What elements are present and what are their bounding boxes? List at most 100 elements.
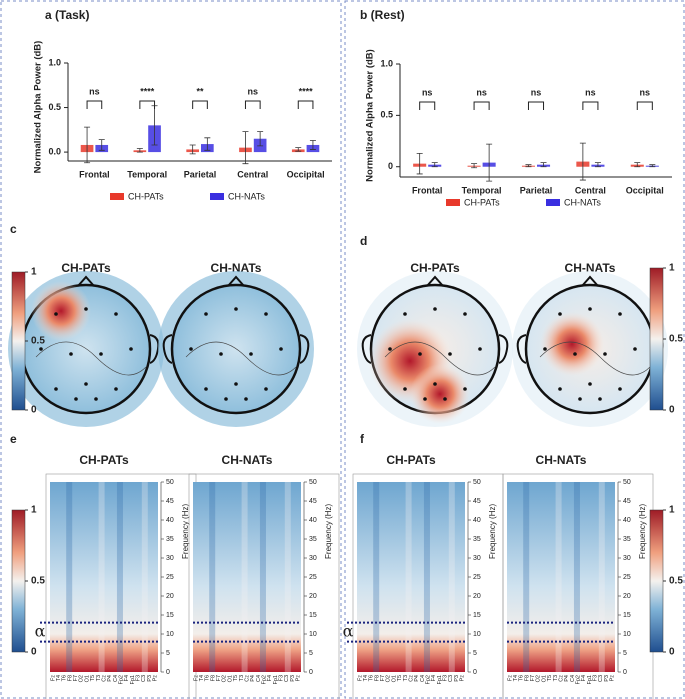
channel-label: Fp1 <box>437 675 443 684</box>
channel-label: T4 <box>513 675 519 681</box>
channel-label: F4 <box>581 675 587 681</box>
channel-label: T5 <box>90 675 96 681</box>
topomap-contour <box>539 341 651 376</box>
x-tick-label: Central <box>575 185 606 195</box>
channel-label: Fp2 <box>576 675 582 684</box>
electrode <box>403 312 407 316</box>
colorbar <box>649 267 664 411</box>
y-tick-label: 20 <box>623 593 631 600</box>
legend-label: CH-PATs <box>128 191 164 201</box>
y-tick-label: 15 <box>473 612 481 619</box>
band-label: α <box>343 622 354 641</box>
spectrogram-stripe <box>423 482 430 672</box>
electrode <box>74 397 78 401</box>
y-tick-label: 45 <box>623 498 631 505</box>
significance-label: **** <box>140 86 155 96</box>
channel-label: Pz <box>153 675 159 682</box>
channel-label: T4 <box>199 675 205 681</box>
channel-label: T6 <box>519 675 525 681</box>
spectrogram-stripe <box>573 482 580 672</box>
spectrogram-stripe <box>209 482 216 672</box>
topomap-contour <box>35 341 147 376</box>
significance-label: ** <box>196 86 204 96</box>
y-tick-label: 45 <box>473 498 481 505</box>
spectrogram-image <box>357 482 465 672</box>
channel-label: C4 <box>420 675 426 682</box>
x-tick-label: Temporal <box>127 169 167 179</box>
y-tick-label: 0 <box>623 669 627 676</box>
error-bar <box>471 163 478 169</box>
legend-swatch <box>546 199 560 206</box>
panel-label: a (Task) <box>45 8 89 22</box>
y-tick-label: 0.5 <box>48 102 61 112</box>
electrode <box>558 387 562 391</box>
channel-label: Fp2 <box>426 675 432 684</box>
topomap-nose <box>77 275 95 287</box>
x-tick-label: Occipital <box>287 169 325 179</box>
topomap-nose <box>581 275 599 287</box>
electrode <box>249 352 253 356</box>
channel-label: P3 <box>454 675 460 682</box>
y-tick-label: 0 <box>166 669 170 676</box>
panel-label: c <box>10 222 17 236</box>
y-axis-label: Frequency (Hz) <box>638 504 647 559</box>
spectrogram-stripe <box>116 482 123 672</box>
channel-label: Fz <box>50 675 56 681</box>
electrode <box>224 397 228 401</box>
spectrogram-stripe <box>259 482 266 672</box>
y-tick-label: 15 <box>623 612 631 619</box>
electrode <box>433 307 437 311</box>
error-bar <box>257 131 264 147</box>
colorbar-tick-label: 1 <box>31 267 37 278</box>
electrode <box>114 312 118 316</box>
spectrogram-stripe <box>66 482 73 672</box>
y-tick-label: 5 <box>166 650 170 657</box>
electrode <box>588 382 592 386</box>
y-tick-label: 25 <box>623 574 631 581</box>
channel-label: O1 <box>391 675 397 682</box>
electrode <box>204 312 208 316</box>
topomap-contour <box>185 341 297 376</box>
y-axis-label: Normalized Alpha Power (dB) <box>365 49 376 182</box>
channel-label: Cz <box>558 675 564 682</box>
channel-label: T6 <box>205 675 211 681</box>
channel-label: F3 <box>593 675 599 681</box>
channel-label: C4 <box>256 675 262 682</box>
topomap-title: CH-PATs <box>61 261 111 275</box>
colorbar-tick-label: 0 <box>669 647 675 658</box>
y-tick-label: 1.0 <box>380 58 393 68</box>
channel-label: T5 <box>233 675 239 681</box>
panel-border <box>0 0 342 699</box>
electrode <box>94 397 98 401</box>
channel-label: P4 <box>107 675 113 682</box>
channel-label: F7 <box>530 675 536 681</box>
significance-label: ns <box>422 87 433 97</box>
y-tick-label: 15 <box>309 612 317 619</box>
y-tick-label: 5 <box>623 650 627 657</box>
band-label: α <box>35 622 46 641</box>
error-bar <box>431 162 438 168</box>
channel-label: T3 <box>403 675 409 681</box>
colorbar-tick-label: 0 <box>31 405 37 416</box>
topomap-ear <box>361 334 372 364</box>
channel-label: Fp1 <box>587 675 593 684</box>
y-tick-label: 45 <box>309 498 317 505</box>
electrode <box>69 352 73 356</box>
electrode <box>418 352 422 356</box>
channel-label: F7 <box>216 675 222 681</box>
electrode <box>433 382 437 386</box>
electrode <box>478 347 482 351</box>
x-tick-label: Central <box>237 169 268 179</box>
channel-label: C3 <box>141 675 147 682</box>
error-bar <box>416 152 423 175</box>
error-bar <box>309 140 316 150</box>
significance-bracket <box>527 101 545 110</box>
electrode <box>578 397 582 401</box>
x-tick-label: Parietal <box>520 185 553 195</box>
error-bar <box>242 131 249 165</box>
electrode <box>618 387 622 391</box>
topomap-hotspot <box>31 281 91 341</box>
y-tick-label: 0.0 <box>48 146 61 156</box>
